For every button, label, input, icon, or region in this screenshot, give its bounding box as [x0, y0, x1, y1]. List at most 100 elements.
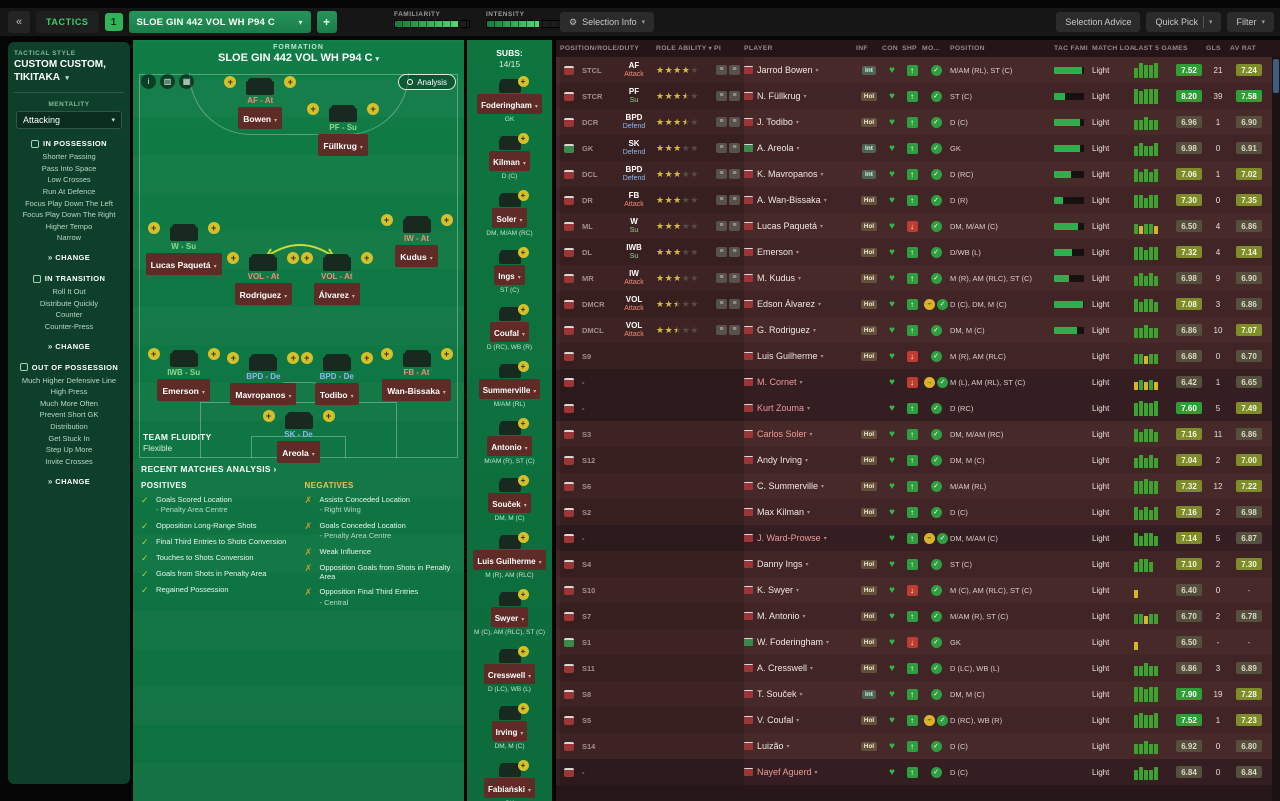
pitch-player-bowen[interactable]: + + AF - At Bowen ▾: [214, 75, 306, 129]
player-instructions-icon[interactable]: ≡: [716, 273, 727, 283]
squad-row-w-foderingham[interactable]: S1 W. Foderingham ▾ Hol ♥ ↓ ✓ GK Light 6.50 - -: [556, 629, 1272, 655]
player-name-pill[interactable]: Kudus ▾: [395, 245, 438, 268]
player-instructions-icon[interactable]: ≡: [729, 169, 740, 179]
player-name-pill[interactable]: Fabiański ▾: [484, 778, 535, 798]
player-instructions-icon[interactable]: ≡: [729, 117, 740, 127]
player-cell[interactable]: Max Kilman ▾: [744, 499, 856, 525]
player-instructions-icon[interactable]: ≡: [729, 247, 740, 257]
player-name-pill[interactable]: Lucas Paquetá ▾: [145, 252, 222, 275]
plus-badge-icon[interactable]: +: [300, 252, 313, 265]
plus-badge-icon[interactable]: +: [207, 348, 220, 361]
player-instructions-icon[interactable]: ≡: [729, 325, 740, 335]
player-cell[interactable]: K. Mavropanos ▾: [744, 161, 856, 187]
player-name-pill[interactable]: Kilman ▾: [489, 151, 530, 171]
player-name-pill[interactable]: Bowen ▾: [238, 106, 283, 129]
column-header-morale[interactable]: MO...: [922, 45, 941, 52]
player-instructions-icon[interactable]: ≡: [716, 247, 727, 257]
analysis-button[interactable]: Analysis: [398, 74, 456, 90]
plus-badge-icon[interactable]: +: [517, 76, 529, 87]
player-name-pill[interactable]: Souček ▾: [488, 493, 531, 513]
player-instructions-icon[interactable]: ≡: [716, 65, 727, 75]
tactics-tab[interactable]: TACTICS: [36, 11, 99, 33]
player-name-pill[interactable]: Swyer ▾: [490, 607, 529, 627]
squad-row-luis-guilherme[interactable]: S9 Luis Guilherme ▾ Hol ♥ ↓ ✓ M (R), AM (RLC) Li…: [556, 343, 1272, 369]
stats-icon[interactable]: ▥: [160, 74, 175, 89]
plus-badge-icon[interactable]: +: [287, 352, 300, 365]
player-instructions-icon[interactable]: ≡: [716, 325, 727, 335]
player-cell[interactable]: T. Souček ▾: [744, 681, 856, 707]
column-header-pi[interactable]: PI: [714, 45, 722, 52]
squad-row-m-antonio[interactable]: S7 M. Antonio ▾ Hol ♥ ↑ ✓ M/AM (R), ST (C) Light…: [556, 603, 1272, 629]
plus-badge-icon[interactable]: +: [517, 589, 529, 600]
sub-player-fabianski[interactable]: +Fabiański▾GK: [467, 760, 552, 801]
squad-row-v-coufal[interactable]: S5 V. Coufal ▾ Hol ♥ ↑ – ✓ D (RC), WB (R) Light 7.…: [556, 707, 1272, 733]
info-icon[interactable]: i: [141, 74, 156, 89]
plus-badge-icon[interactable]: +: [517, 133, 529, 144]
change-link[interactable]: » CHANGE: [14, 471, 124, 489]
player-cell[interactable]: A. Wan-Bissaka ▾: [744, 187, 856, 213]
player-cell[interactable]: Nayef Aguerd ▾: [744, 759, 856, 785]
tactic-name-dropdown[interactable]: SLOE GIN 442 VOL WH P94 C ▾: [128, 11, 311, 33]
squad-row-j-ward-prowse[interactable]: - J. Ward-Prowse ▾ ♥ ↑ – ✓ DM, M/AM (C) Light 7.1…: [556, 525, 1272, 551]
sub-player-soler[interactable]: + Soler ▾ DM, M/AM (RC): [467, 190, 552, 237]
plus-badge-icon[interactable]: +: [287, 252, 300, 265]
sub-player-foderingham[interactable]: + Foderingham ▾ GK: [467, 76, 552, 123]
player-instructions-icon[interactable]: ≡: [716, 91, 727, 101]
squad-row-carlos-soler[interactable]: S3 Carlos Soler ▾ Hol ♥ ↑ ✓ DM, M/AM (RC) Light 7…: [556, 421, 1272, 447]
plus-badge-icon[interactable]: +: [440, 214, 453, 227]
sub-player-kilman[interactable]: + Kilman ▾ D (C): [467, 133, 552, 180]
pitch-view-icon[interactable]: ▦: [179, 74, 194, 89]
player-cell[interactable]: J. Todibo ▾: [744, 109, 856, 135]
column-header-inf[interactable]: INF: [856, 45, 868, 52]
plus-badge-icon[interactable]: +: [360, 252, 373, 265]
player-instructions-icon[interactable]: ≡: [729, 65, 740, 75]
filter-button[interactable]: Filter ▾: [1227, 12, 1274, 32]
sub-player-coufal[interactable]: + Coufal ▾ D (RC), WB (R): [467, 304, 552, 351]
pitch-player-mavropanos[interactable]: + + BPD - De Mavropanos ▾: [217, 352, 309, 406]
plus-badge-icon[interactable]: +: [322, 409, 335, 422]
squad-row-c-summerville[interactable]: S6 C. Summerville ▾ Hol ♥ ↑ ✓ M/AM (RL) Light 7.3…: [556, 473, 1272, 499]
player-cell[interactable]: W. Foderingham ▾: [744, 629, 856, 655]
squad-row-danny-ings[interactable]: S4 Danny Ings ▾ Hol ♥ ↑ ✓ ST (C) Light 7.10 2 7.30: [556, 551, 1272, 577]
column-header-con[interactable]: CON: [882, 45, 899, 52]
player-name-pill[interactable]: Foderingham ▾: [477, 94, 542, 114]
pitch-player-lucas-paqueta[interactable]: + + W - Su Lucas Paquetá ▾: [138, 221, 230, 275]
player-cell[interactable]: V. Coufal ▾: [744, 707, 856, 733]
column-header-position-role-duty[interactable]: POSITION/ROLE/DUTY: [560, 45, 640, 52]
pitch-player-kudus[interactable]: + + IW - At Kudus ▾: [371, 214, 463, 268]
squad-row-nayef-aguerd[interactable]: - Nayef Aguerd ▾ ♥ ↑ ✓ D (C) Light 6.84 0 6.84: [556, 759, 1272, 785]
sub-player-ings[interactable]: + Ings ▾ ST (C): [467, 247, 552, 294]
squad-row-kurt-zouma[interactable]: - Kurt Zouma ▾ ♥ ↑ ✓ D (RC) Light 7.60 5 7.49: [556, 395, 1272, 421]
player-name-pill[interactable]: Luis Guilherme ▾: [473, 550, 546, 570]
player-cell[interactable]: Edson Álvarez ▾: [744, 291, 856, 317]
column-header-tactical-familiarity[interactable]: TAC FAMI: [1054, 45, 1088, 52]
player-instructions-icon[interactable]: ≡: [716, 117, 727, 127]
player-cell[interactable]: Danny Ings ▾: [744, 551, 856, 577]
player-cell[interactable]: Emerson ▾: [744, 239, 856, 265]
plus-badge-icon[interactable]: +: [440, 348, 453, 361]
squad-row-t-soucek[interactable]: S8 T. Souček ▾ Int ♥ ↑ ✓ DM, M (C) Light 7.90 19 7.…: [556, 681, 1272, 707]
player-instructions-icon[interactable]: ≡: [716, 221, 727, 231]
plus-badge-icon[interactable]: +: [147, 221, 160, 234]
plus-badge-icon[interactable]: +: [367, 102, 380, 115]
sub-player-cresswell[interactable]: + Cresswell ▾ D (LC), WB (L): [467, 646, 552, 693]
sub-player-soucek[interactable]: + Souček ▾ DM, M (C): [467, 475, 552, 522]
sub-player-summerville[interactable]: + Summerville ▾ M/AM (RL): [467, 361, 552, 408]
player-name-pill[interactable]: Ings ▾: [494, 265, 525, 285]
squad-row-k-swyer[interactable]: S10 K. Swyer ▾ Hol ♥ ↓ ✓ M (C), AM (RLC), ST (C…: [556, 577, 1272, 603]
player-name-pill[interactable]: Areola ▾: [277, 440, 320, 463]
recent-matches-analysis-link[interactable]: RECENT MATCHES ANALYSIS ›: [141, 464, 277, 474]
tactical-style-dropdown[interactable]: CUSTOM CUSTOM, TIKITAKA ▾: [14, 59, 124, 84]
player-name-pill[interactable]: Todibo ▾: [314, 383, 359, 406]
player-cell[interactable]: M. Kudus ▾: [744, 265, 856, 291]
plus-badge-icon[interactable]: +: [517, 418, 529, 429]
player-cell[interactable]: J. Ward-Prowse ▾: [744, 525, 856, 551]
player-cell[interactable]: Luis Guilherme ▾: [744, 343, 856, 369]
sub-player-luis-guilherme[interactable]: + Luis Guilherme ▾ M (R), AM (RLC): [467, 532, 552, 579]
selection-info-dropdown[interactable]: ⚙ Selection Info ▾: [560, 12, 655, 32]
player-name-pill[interactable]: Rodriguez ▾: [234, 283, 293, 306]
